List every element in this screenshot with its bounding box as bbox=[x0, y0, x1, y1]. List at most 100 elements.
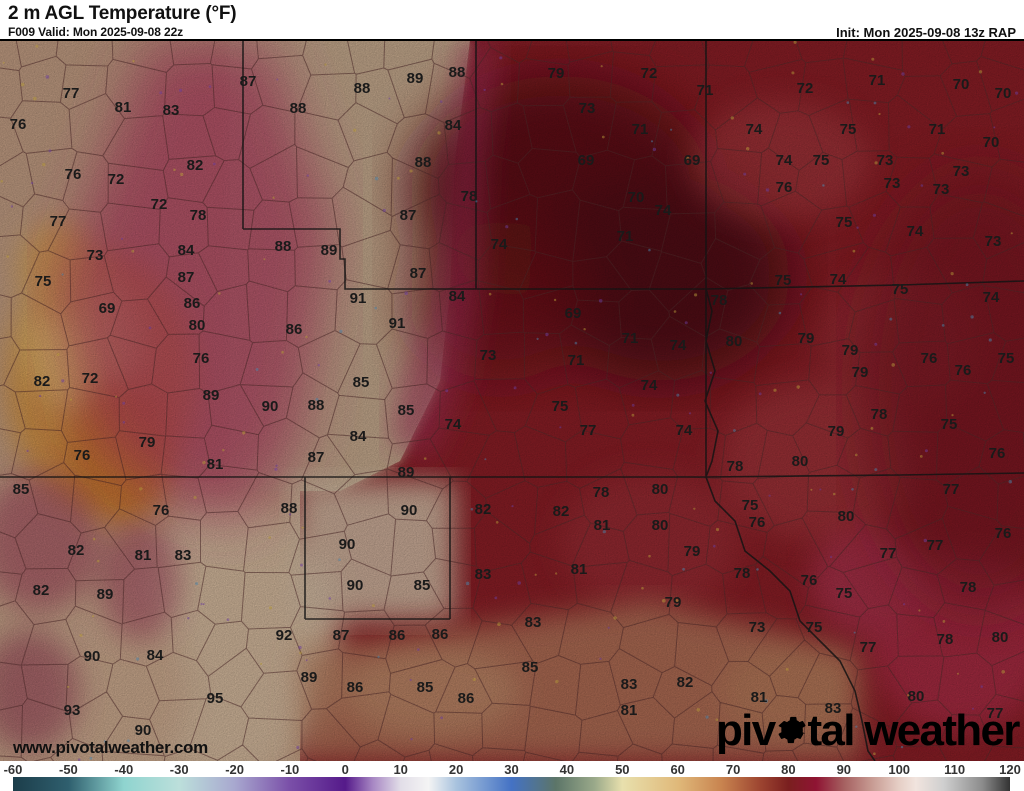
svg-text:90: 90 bbox=[347, 577, 364, 594]
svg-text:92: 92 bbox=[276, 627, 293, 644]
svg-text:75: 75 bbox=[892, 281, 909, 298]
svg-text:80: 80 bbox=[726, 333, 743, 350]
svg-text:78: 78 bbox=[461, 188, 478, 205]
svg-text:76: 76 bbox=[921, 350, 938, 367]
svg-text:76: 76 bbox=[955, 362, 972, 379]
svg-text:76: 76 bbox=[193, 350, 210, 367]
svg-text:85: 85 bbox=[13, 481, 30, 498]
svg-text:80: 80 bbox=[908, 688, 925, 705]
svg-text:82: 82 bbox=[34, 373, 51, 390]
svg-text:74: 74 bbox=[746, 121, 763, 138]
svg-text:73: 73 bbox=[87, 247, 104, 264]
svg-text:87: 87 bbox=[333, 627, 350, 644]
svg-text:88: 88 bbox=[308, 397, 325, 414]
svg-text:74: 74 bbox=[655, 202, 672, 219]
svg-text:83: 83 bbox=[163, 102, 180, 119]
svg-text:93: 93 bbox=[64, 702, 81, 719]
svg-text:86: 86 bbox=[184, 295, 201, 312]
svg-text:77: 77 bbox=[860, 639, 877, 656]
svg-text:87: 87 bbox=[308, 449, 325, 466]
svg-text:71: 71 bbox=[632, 121, 649, 138]
svg-text:72: 72 bbox=[82, 370, 99, 387]
svg-text:79: 79 bbox=[684, 543, 701, 560]
svg-text:71: 71 bbox=[568, 352, 585, 369]
svg-text:86: 86 bbox=[286, 321, 303, 338]
svg-text:76: 76 bbox=[74, 447, 91, 464]
svg-text:75: 75 bbox=[836, 214, 853, 231]
svg-text:80: 80 bbox=[652, 517, 669, 534]
svg-text:75: 75 bbox=[998, 350, 1015, 367]
svg-text:81: 81 bbox=[207, 456, 224, 473]
svg-text:85: 85 bbox=[398, 402, 415, 419]
svg-text:86: 86 bbox=[347, 679, 364, 696]
svg-text:73: 73 bbox=[884, 175, 901, 192]
svg-text:79: 79 bbox=[798, 330, 815, 347]
svg-text:85: 85 bbox=[414, 577, 431, 594]
svg-text:71: 71 bbox=[622, 330, 639, 347]
svg-text:90: 90 bbox=[84, 648, 101, 665]
svg-text:79: 79 bbox=[828, 423, 845, 440]
svg-text:74: 74 bbox=[641, 377, 658, 394]
svg-text:75: 75 bbox=[813, 152, 830, 169]
svg-text:79: 79 bbox=[665, 594, 682, 611]
svg-text:70: 70 bbox=[995, 85, 1012, 102]
svg-text:85: 85 bbox=[522, 659, 539, 676]
svg-text:84: 84 bbox=[178, 242, 195, 259]
svg-text:89: 89 bbox=[301, 669, 318, 686]
svg-text:74: 74 bbox=[491, 236, 508, 253]
svg-text:77: 77 bbox=[943, 481, 960, 498]
svg-text:73: 73 bbox=[953, 163, 970, 180]
svg-text:87: 87 bbox=[410, 265, 427, 282]
svg-text:82: 82 bbox=[187, 157, 204, 174]
svg-text:77: 77 bbox=[63, 85, 80, 102]
svg-text:87: 87 bbox=[400, 207, 417, 224]
svg-text:88: 88 bbox=[449, 64, 466, 81]
svg-text:73: 73 bbox=[749, 619, 766, 636]
svg-text:79: 79 bbox=[548, 65, 565, 82]
svg-text:72: 72 bbox=[151, 196, 168, 213]
svg-text:81: 81 bbox=[115, 99, 132, 116]
svg-text:91: 91 bbox=[389, 315, 406, 332]
svg-text:81: 81 bbox=[621, 702, 638, 719]
svg-text:77: 77 bbox=[580, 422, 597, 439]
svg-text:76: 76 bbox=[989, 445, 1006, 462]
svg-text:89: 89 bbox=[97, 586, 114, 603]
svg-text:89: 89 bbox=[407, 70, 424, 87]
svg-text:82: 82 bbox=[68, 542, 85, 559]
svg-text:74: 74 bbox=[983, 289, 1000, 306]
svg-text:79: 79 bbox=[852, 364, 869, 381]
svg-text:70: 70 bbox=[983, 134, 1000, 151]
svg-text:86: 86 bbox=[432, 626, 449, 643]
svg-text:76: 76 bbox=[65, 166, 82, 183]
svg-text:87: 87 bbox=[178, 269, 195, 286]
svg-text:74: 74 bbox=[670, 337, 687, 354]
svg-text:84: 84 bbox=[350, 428, 367, 445]
svg-text:74: 74 bbox=[676, 422, 693, 439]
svg-text:74: 74 bbox=[830, 271, 847, 288]
svg-text:78: 78 bbox=[871, 406, 888, 423]
svg-text:73: 73 bbox=[480, 347, 497, 364]
svg-text:82: 82 bbox=[33, 582, 50, 599]
svg-text:76: 76 bbox=[995, 525, 1012, 542]
svg-text:79: 79 bbox=[139, 434, 156, 451]
svg-text:74: 74 bbox=[445, 416, 462, 433]
svg-text:69: 69 bbox=[565, 305, 582, 322]
svg-text:82: 82 bbox=[475, 501, 492, 518]
svg-text:75: 75 bbox=[35, 273, 52, 290]
svg-text:76: 76 bbox=[749, 514, 766, 531]
svg-text:75: 75 bbox=[840, 121, 857, 138]
svg-text:76: 76 bbox=[776, 179, 793, 196]
svg-text:71: 71 bbox=[929, 121, 946, 138]
svg-text:83: 83 bbox=[525, 614, 542, 631]
svg-text:89: 89 bbox=[203, 387, 220, 404]
svg-text:76: 76 bbox=[10, 116, 27, 133]
svg-text:83: 83 bbox=[475, 566, 492, 583]
svg-text:86: 86 bbox=[458, 690, 475, 707]
svg-text:73: 73 bbox=[579, 100, 596, 117]
svg-text:77: 77 bbox=[50, 213, 67, 230]
svg-text:88: 88 bbox=[415, 154, 432, 171]
svg-text:77: 77 bbox=[880, 545, 897, 562]
svg-text:71: 71 bbox=[617, 228, 634, 245]
svg-text:73: 73 bbox=[985, 233, 1002, 250]
svg-text:90: 90 bbox=[135, 722, 152, 739]
